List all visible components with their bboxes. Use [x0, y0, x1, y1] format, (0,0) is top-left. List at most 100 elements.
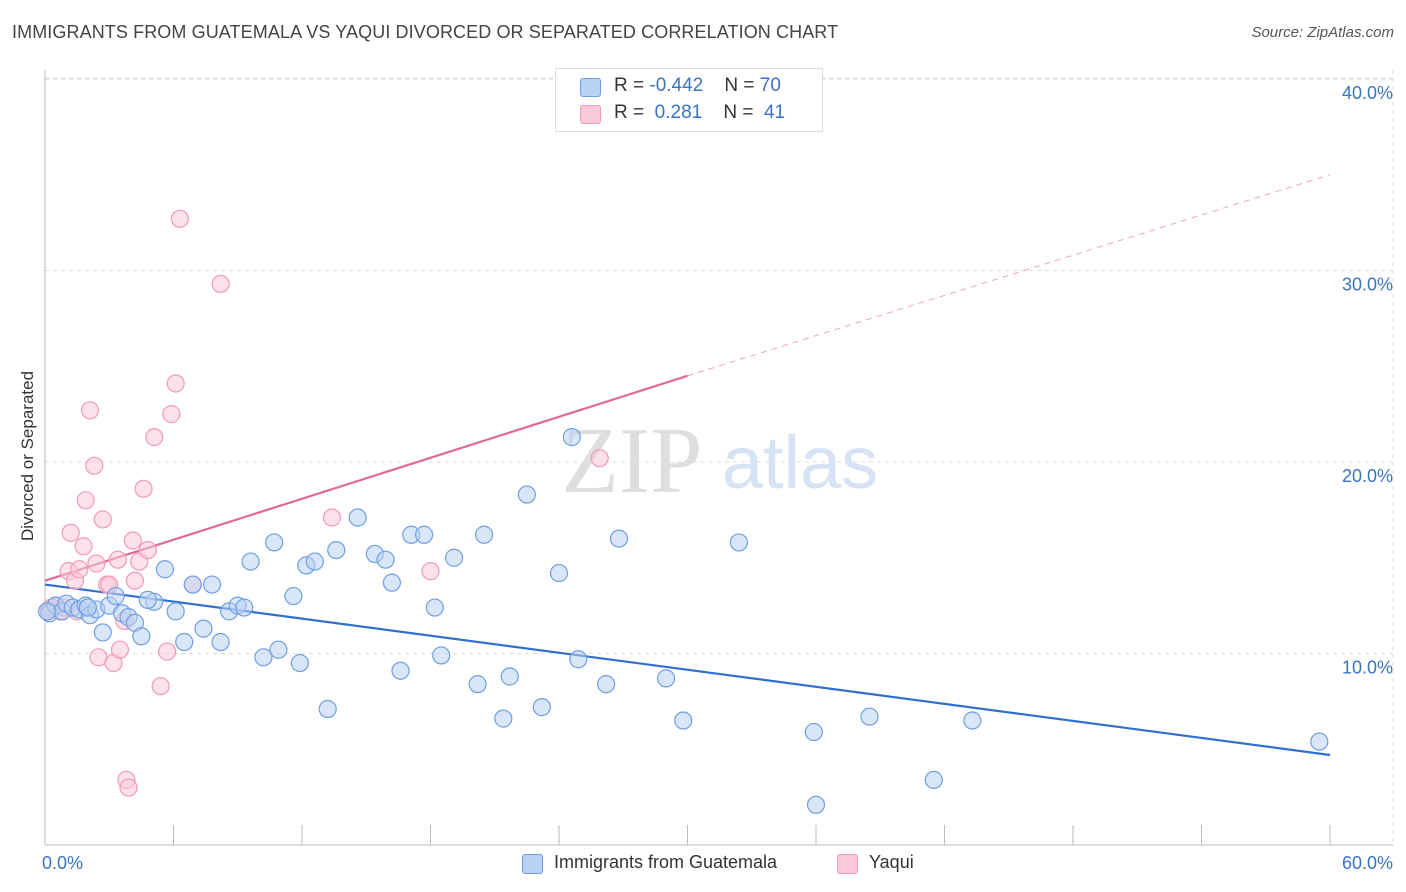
data-point — [532, 698, 551, 717]
data-point — [804, 722, 823, 742]
data-point — [170, 209, 190, 228]
data-point — [162, 405, 181, 424]
r-label: R = — [614, 102, 650, 123]
data-point — [166, 374, 185, 393]
data-point — [432, 646, 451, 665]
data-point — [108, 550, 127, 569]
n-value: 41 — [758, 102, 786, 123]
data-point — [76, 491, 95, 510]
swatch-guatemala — [580, 78, 601, 97]
data-point — [155, 560, 175, 579]
data-point — [138, 590, 157, 609]
r-label: R = — [614, 75, 650, 96]
legend-label-yaqui: Yaqui — [869, 852, 914, 872]
data-point — [93, 623, 112, 642]
data-point — [674, 711, 693, 730]
data-points — [38, 209, 1329, 814]
data-point — [125, 571, 145, 590]
data-point — [175, 632, 194, 652]
data-point — [157, 642, 177, 661]
x-tick-label: 0.0% — [42, 853, 83, 873]
data-point — [468, 675, 487, 694]
data-point — [382, 573, 402, 592]
data-point — [963, 711, 982, 730]
data-point — [425, 598, 444, 617]
data-point — [269, 640, 288, 659]
data-point — [110, 640, 130, 659]
data-point — [474, 525, 494, 544]
data-point — [327, 540, 346, 560]
data-point — [414, 525, 434, 544]
data-point — [590, 449, 609, 468]
data-point — [1310, 732, 1329, 751]
data-point — [61, 523, 80, 542]
data-point — [202, 575, 222, 594]
data-point — [119, 778, 138, 797]
data-point — [421, 562, 440, 581]
y-tick-label: 10.0% — [1342, 658, 1393, 678]
x-tick-label: 60.0% — [1342, 853, 1393, 873]
r-value: 0.281 — [649, 102, 703, 123]
data-point — [241, 552, 260, 571]
n-label: N = — [723, 102, 759, 123]
data-point — [235, 598, 254, 617]
data-point — [194, 619, 213, 638]
data-point — [860, 707, 879, 726]
watermark-atlas: atlas — [722, 421, 878, 504]
data-point — [134, 479, 153, 498]
legend-label-guatemala: Immigrants from Guatemala — [554, 852, 778, 872]
data-point — [265, 533, 284, 552]
data-point — [85, 456, 104, 475]
trend-line-0 — [44, 583, 1331, 757]
data-point — [391, 661, 410, 680]
data-point — [38, 602, 57, 621]
stats-legend: R = -0.442 N = 70 R = 0.281 N = 41 — [555, 68, 823, 132]
data-point — [494, 709, 513, 728]
data-point — [211, 632, 230, 652]
source-credit: Source: ZipAtlas.com — [1251, 24, 1394, 41]
data-point — [284, 586, 303, 606]
data-point — [500, 667, 519, 686]
data-point — [376, 550, 395, 569]
data-point — [106, 586, 125, 606]
data-point — [87, 554, 106, 573]
data-point — [318, 699, 337, 719]
data-point — [806, 795, 826, 814]
data-point — [729, 533, 749, 552]
data-point — [569, 650, 588, 669]
tick-labels: 10.0% 20.0% 30.0% 40.0% 0.0% 60.0% — [42, 83, 1393, 873]
r-value: -0.442 — [649, 75, 704, 96]
data-point — [93, 510, 112, 529]
data-point — [166, 602, 185, 621]
data-point — [305, 552, 324, 571]
y-tick-label: 40.0% — [1342, 83, 1393, 103]
chart-title: IMMIGRANTS FROM GUATEMALA VS YAQUI DIVOR… — [12, 22, 839, 42]
y-tick-label: 20.0% — [1342, 466, 1393, 486]
data-point — [145, 428, 164, 447]
data-point — [78, 598, 97, 617]
y-tick-label: 30.0% — [1342, 275, 1393, 295]
data-point — [656, 669, 676, 688]
data-point — [183, 575, 202, 594]
axes — [44, 70, 1393, 846]
data-point — [597, 675, 616, 694]
data-point — [211, 274, 230, 294]
data-point — [254, 648, 273, 667]
data-point — [609, 529, 629, 548]
watermark-zip: ZIP — [562, 409, 703, 513]
data-point — [132, 627, 151, 646]
legend-swatch-yaqui — [837, 854, 858, 874]
legend-swatch-guatemala — [522, 854, 543, 874]
n-label: N = — [724, 75, 760, 96]
data-point — [138, 540, 157, 560]
data-point — [74, 537, 93, 556]
data-point — [517, 485, 536, 504]
trend-extension-1 — [687, 174, 1331, 377]
data-point — [924, 770, 943, 789]
data-point — [151, 676, 170, 696]
swatch-yaqui — [580, 105, 601, 124]
data-point — [80, 401, 100, 420]
data-point — [290, 653, 309, 673]
n-value: 70 — [759, 75, 781, 96]
